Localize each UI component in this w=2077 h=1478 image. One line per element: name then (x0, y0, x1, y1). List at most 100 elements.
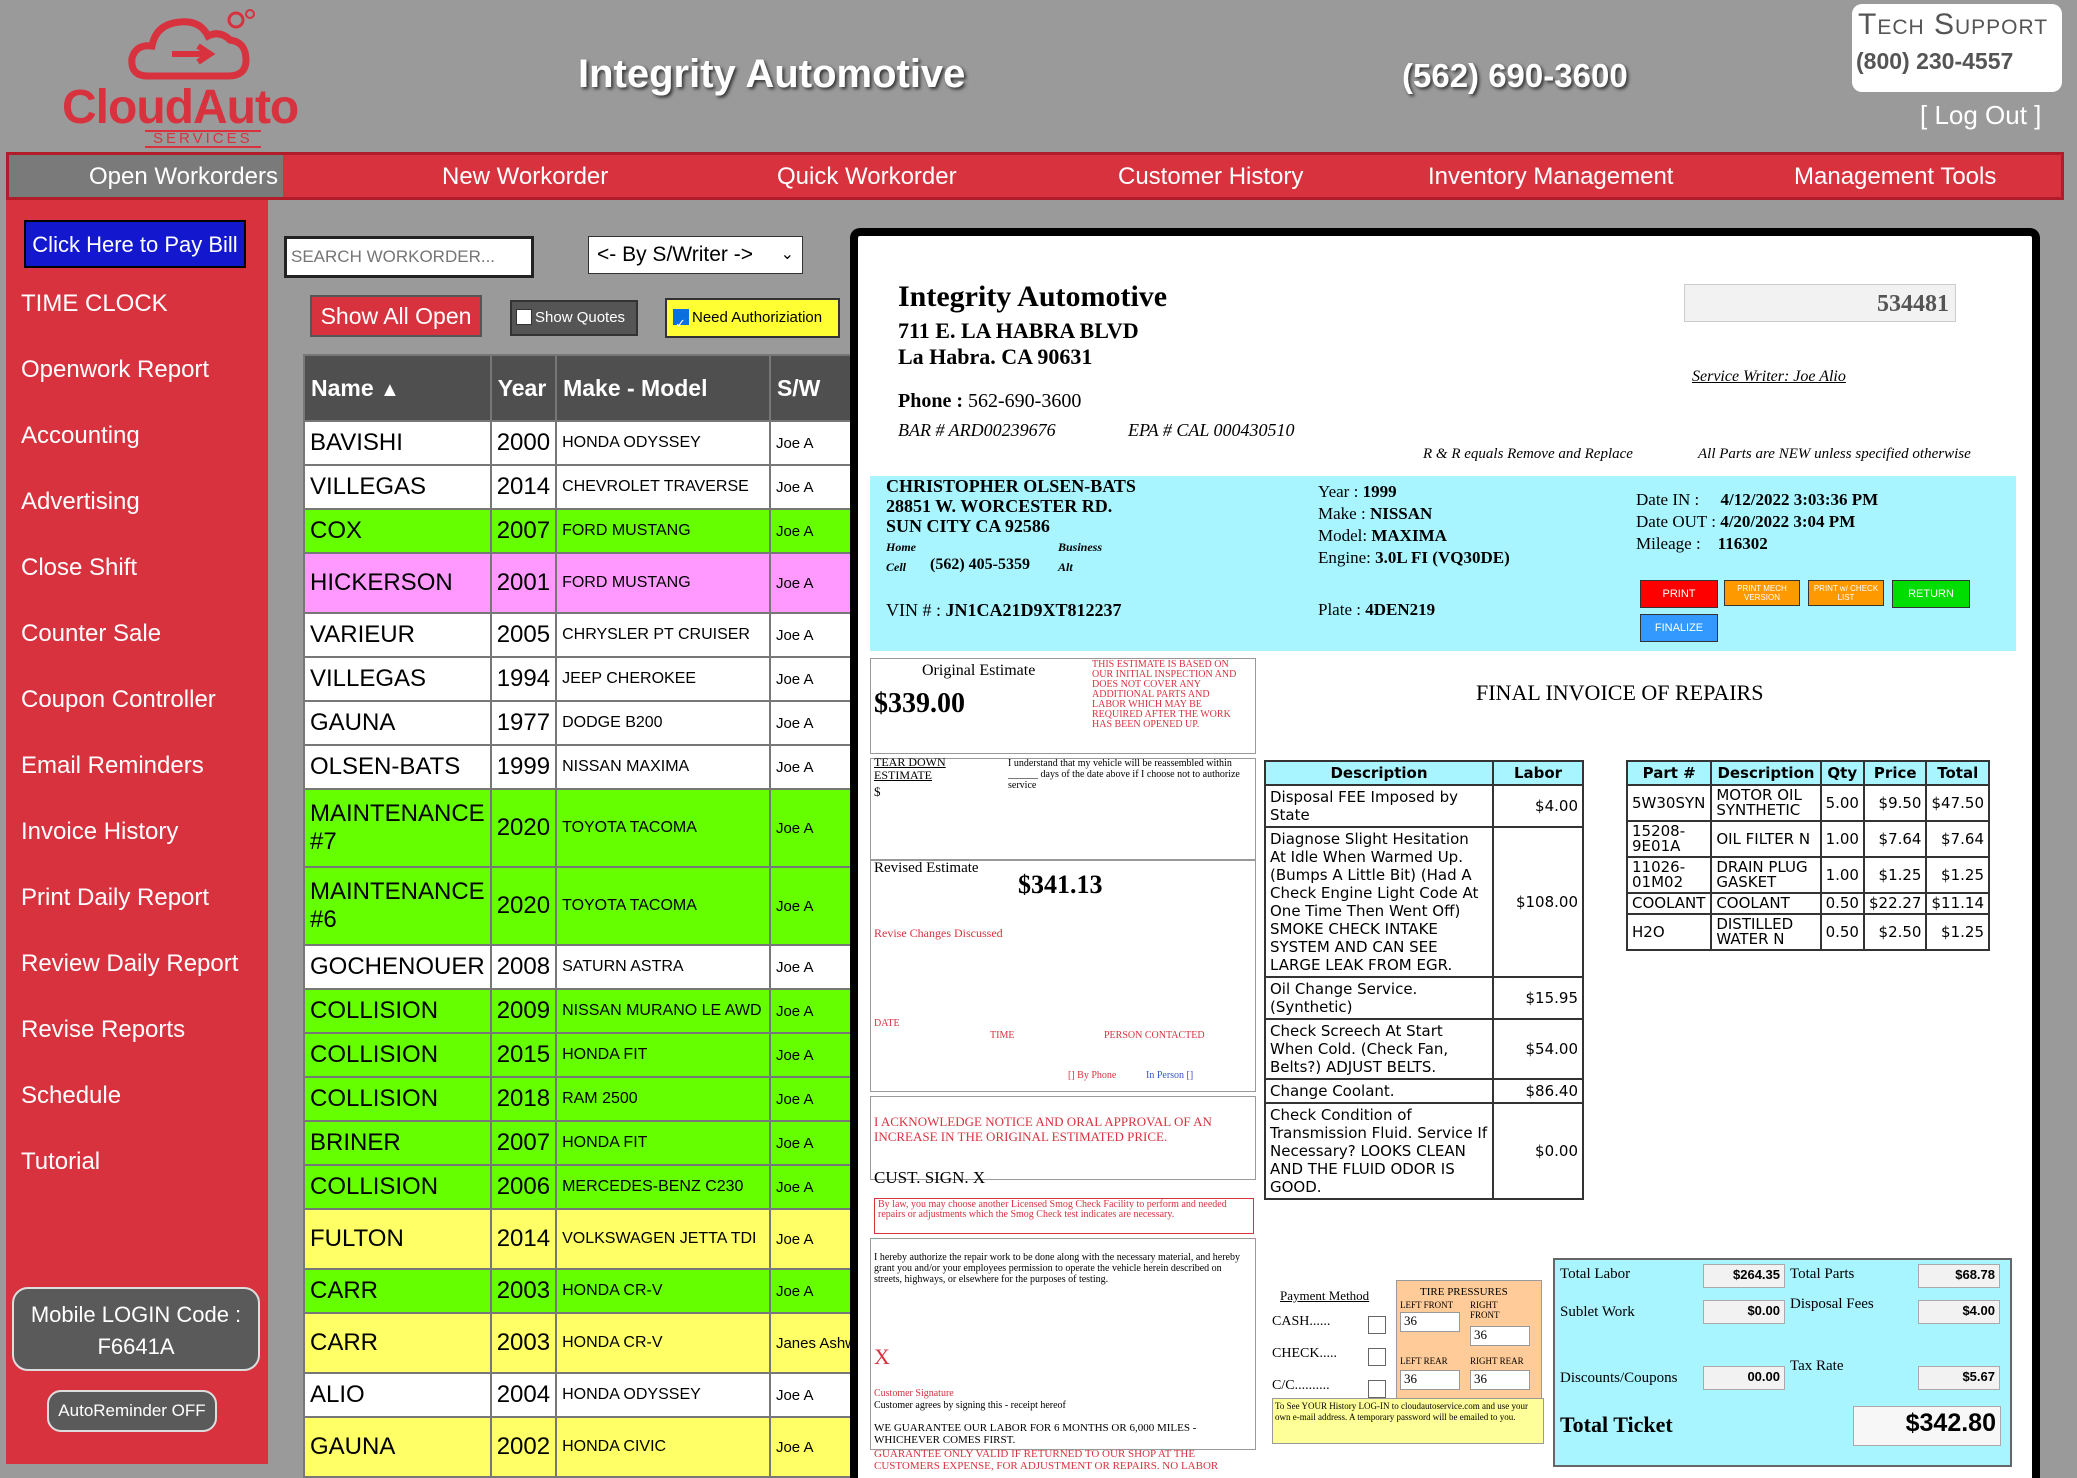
table-row[interactable]: COX 2007 FORD MUSTANG Joe A (303, 508, 864, 554)
row-service-writer: Joe A (768, 1032, 864, 1078)
table-row[interactable]: VARIEUR 2005 CHRYSLER PT CRUISER Joe A (303, 612, 864, 658)
print-checklist-button[interactable]: PRINT w/ CHECK LIST (1808, 580, 1884, 606)
table-row[interactable]: GOCHENOUER 2008 SATURN ASTRA Joe A (303, 944, 864, 990)
sidebar-item-close-shift[interactable]: Close Shift (21, 554, 138, 581)
table-row[interactable]: GAUNA 2002 HONDA CIVIC Joe A (303, 1416, 864, 1478)
nav-management-tools[interactable]: Management Tools (1794, 163, 1997, 190)
pay-bill-button[interactable]: Click Here to Pay Bill (24, 220, 246, 268)
table-row[interactable]: COLLISION 2015 HONDA FIT Joe A (303, 1032, 864, 1078)
table-row[interactable]: VILLEGAS 2014 CHEVROLET TRAVERSE Joe A (303, 464, 864, 510)
sort-icon[interactable]: ▲︎ (380, 378, 400, 401)
sidebar-item-invoice-history[interactable]: Invoice History (21, 818, 179, 845)
row-name: HICKERSON (303, 552, 492, 614)
guarantee-valid-text: GUARANTEE ONLY VALID IF RETURNED TO OUR … (874, 1448, 1219, 1472)
labor-description: Disposal FEE Imposed by State (1264, 784, 1494, 828)
row-make-model: CHRYSLER PT CRUISER (555, 612, 771, 658)
search-workorder-input[interactable] (284, 236, 534, 278)
table-row[interactable]: VILLEGAS 1994 JEEP CHEROKEE Joe A (303, 656, 864, 702)
table-row[interactable]: MAINTENANCE #6 2020 TOYOTA TACOMA Joe A (303, 866, 864, 946)
row-year: 2020 (489, 788, 558, 868)
labor-amount: $54.00 (1492, 1018, 1584, 1080)
col-header-name[interactable]: Name ▲︎ (303, 354, 492, 422)
row-make-model: FORD MUSTANG (555, 508, 771, 554)
table-row[interactable]: ALIO 2004 HONDA ODYSSEY Joe A (303, 1372, 864, 1418)
left-front-value[interactable]: 36 (1400, 1312, 1460, 1332)
nav-inventory-management[interactable]: Inventory Management (1428, 163, 1674, 190)
disposal-value[interactable]: $4.00 (1918, 1300, 2000, 1324)
sidebar-item-print-daily-report[interactable]: Print Daily Report (21, 884, 210, 911)
total-labor-value: $264.35 (1703, 1264, 1785, 1288)
autoreminder-button[interactable]: AutoReminder OFF (47, 1390, 217, 1432)
sidebar-item-time-clock[interactable]: TIME CLOCK (21, 290, 168, 317)
sidebar-item-counter-sale[interactable]: Counter Sale (21, 620, 162, 647)
teardown-dollar: $ (874, 784, 881, 799)
left-front-label: LEFT FRONT (1400, 1300, 1454, 1310)
part-number: COOLANT (1625, 892, 1713, 915)
row-name: GAUNA (303, 1416, 492, 1478)
table-row[interactable]: COLLISION 2006 MERCEDES-BENZ C230 Joe A (303, 1164, 864, 1210)
right-rear-value[interactable]: 36 (1470, 1370, 1530, 1390)
in-person-option[interactable]: In Person [] (1146, 1070, 1194, 1081)
need-authorization-toggle[interactable]: ✓ Need Authoriziation (665, 298, 840, 338)
show-all-open-button[interactable]: Show All Open (310, 295, 482, 337)
print-mech-button[interactable]: PRINT MECH VERSION (1724, 580, 1800, 606)
nav-open-workorders[interactable]: Open Workorders (89, 163, 278, 190)
right-front-value[interactable]: 36 (1470, 1326, 1530, 1346)
nav-quick-workorder[interactable]: Quick Workorder (777, 163, 957, 190)
authorization-box (870, 1238, 1256, 1450)
labor-description: Check Screech At Start When Cold. (Check… (1264, 1018, 1494, 1080)
labor-amount: $15.95 (1492, 976, 1584, 1020)
payment-check-checkbox[interactable] (1368, 1348, 1386, 1366)
table-row[interactable]: BRINER 2007 HONDA FIT Joe A (303, 1120, 864, 1166)
part-description: OIL FILTER N (1710, 820, 1822, 858)
sidebar-item-review-daily-report[interactable]: Review Daily Report (21, 950, 239, 977)
invoice-shop-name: Integrity Automotive (898, 280, 1168, 313)
writer-select[interactable]: <- By S/Writer -> ⌄ (588, 236, 803, 274)
sidebar-item-revise-reports[interactable]: Revise Reports (21, 1016, 186, 1043)
payment-cc-checkbox[interactable] (1368, 1380, 1386, 1398)
nav-new-workorder[interactable]: New Workorder (442, 163, 609, 190)
need-authorization-checkbox[interactable]: ✓ (673, 309, 689, 331)
history-note: To See YOUR History LOG-IN to cloudautos… (1272, 1398, 1544, 1444)
table-row[interactable]: OLSEN-BATS 1999 NISSAN MAXIMA Joe A (303, 744, 864, 790)
row-service-writer: Joe A (768, 700, 864, 746)
cell-label: Cell (886, 560, 906, 574)
table-row[interactable]: CARR 2003 HONDA CR-V Janes Ashw (303, 1312, 864, 1374)
sidebar-item-email-reminders[interactable]: Email Reminders (21, 752, 204, 779)
left-rear-value[interactable]: 36 (1400, 1370, 1460, 1390)
print-button[interactable]: PRINT (1640, 580, 1718, 608)
table-row[interactable]: HICKERSON 2001 FORD MUSTANG Joe A (303, 552, 864, 614)
discount-value[interactable]: 00.00 (1703, 1366, 1785, 1390)
sidebar-item-coupon-controller[interactable]: Coupon Controller (21, 686, 216, 713)
nav-customer-history[interactable]: Customer History (1118, 163, 1304, 190)
table-row[interactable]: FULTON 2014 VOLKSWAGEN JETTA TDI Joe A (303, 1208, 864, 1270)
part-number: 15208-9E01A (1625, 820, 1713, 858)
sidebar (6, 200, 268, 1464)
table-row[interactable]: COLLISION 2009 NISSAN MURANO LE AWD Joe A (303, 988, 864, 1034)
part-description: DRAIN PLUG GASKET (1710, 856, 1822, 894)
vehicle-engine: Engine: 3.0L FI (VQ30DE) (1318, 548, 1510, 567)
sidebar-item-advertising[interactable]: Advertising (21, 488, 140, 515)
finalize-button[interactable]: FINALIZE (1640, 614, 1718, 642)
table-row[interactable]: COLLISION 2018 RAM 2500 Joe A (303, 1076, 864, 1122)
sidebar-item-tutorial[interactable]: Tutorial (21, 1148, 101, 1175)
table-row[interactable]: GAUNA 1977 DODGE B200 Joe A (303, 700, 864, 746)
show-quotes-toggle[interactable]: Show Quotes (510, 300, 638, 336)
sublet-value[interactable]: $0.00 (1703, 1300, 1785, 1324)
row-make-model: JEEP CHEROKEE (555, 656, 771, 702)
show-quotes-checkbox[interactable] (516, 309, 532, 326)
return-button[interactable]: RETURN (1892, 580, 1970, 608)
table-row[interactable]: MAINTENANCE #7 2020 TOYOTA TACOMA Joe A (303, 788, 864, 868)
payment-cash-checkbox[interactable] (1368, 1316, 1386, 1334)
row-service-writer: Joe A (768, 1076, 864, 1122)
sidebar-item-schedule[interactable]: Schedule (21, 1082, 122, 1109)
invoice-number[interactable]: 534481 (1684, 284, 1956, 322)
table-row[interactable]: CARR 2003 HONDA CR-V Joe A (303, 1268, 864, 1314)
sidebar-item-accounting[interactable]: Accounting (21, 422, 140, 449)
by-phone-option[interactable]: [] By Phone (1068, 1070, 1117, 1081)
signature-x[interactable]: X (874, 1344, 890, 1369)
sidebar-item-openwork-report[interactable]: Openwork Report (21, 356, 210, 383)
revise-changes-label: Revise Changes Discussed (874, 926, 1003, 940)
logout-link[interactable]: [ Log Out ] (1920, 100, 2042, 130)
table-row[interactable]: BAVISHI 2000 HONDA ODYSSEY Joe A (303, 420, 864, 466)
